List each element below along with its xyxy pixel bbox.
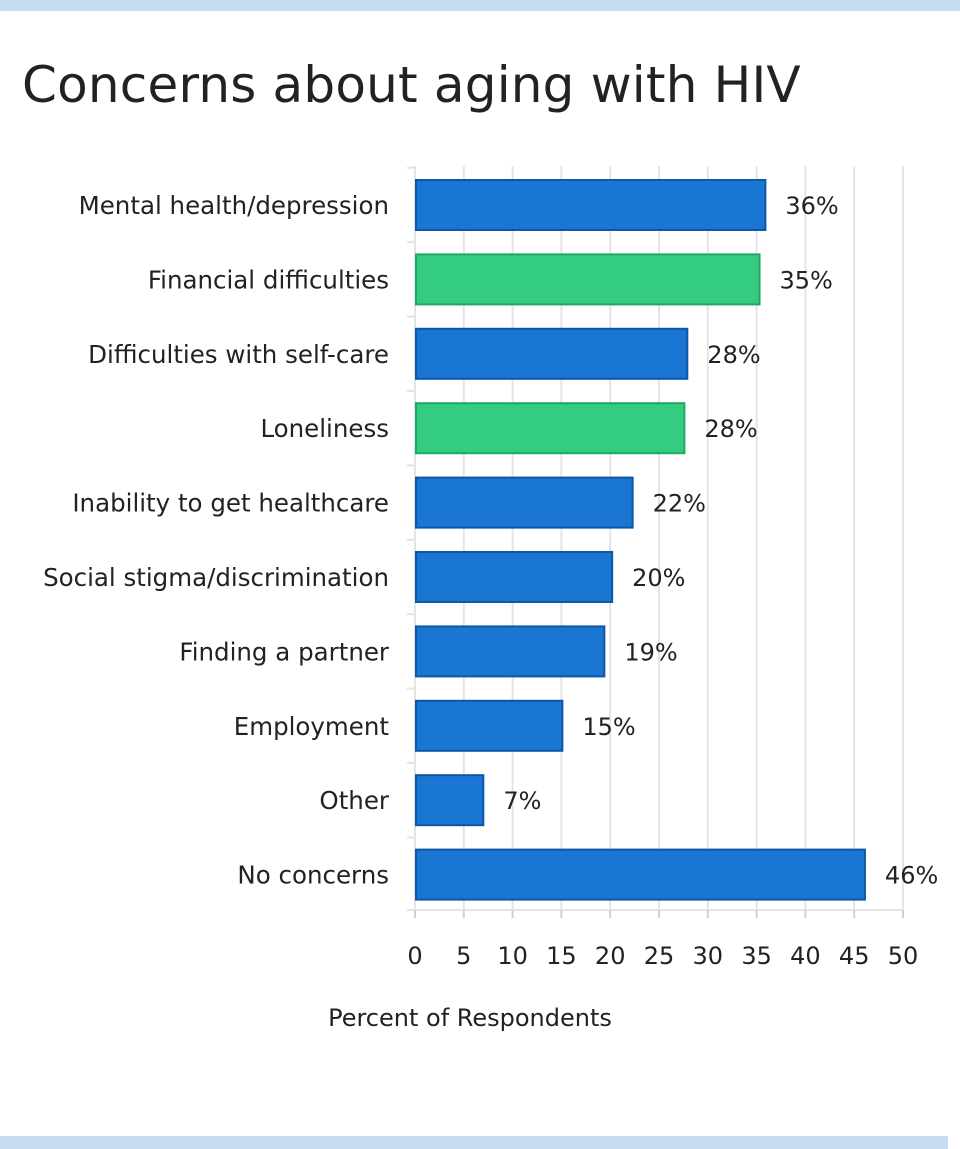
category-label: Social stigma/discrimination (43, 563, 389, 592)
data-label: 7% (503, 787, 541, 815)
category-label: Inability to get healthcare (72, 489, 389, 518)
bar (415, 179, 767, 231)
category-label: Finding a partner (179, 637, 390, 666)
x-axis-title: Percent of Respondents (328, 1004, 612, 1032)
category-label: Loneliness (260, 414, 389, 443)
top-frame-bar (0, 0, 960, 11)
bar (415, 253, 761, 306)
bar (415, 402, 686, 455)
bar (415, 774, 485, 827)
bottom-frame-bar (0, 1136, 948, 1149)
data-label: 22% (653, 490, 706, 518)
category-label: Mental health/depression (79, 191, 389, 220)
x-tick-label: 20 (595, 942, 626, 970)
x-tick-label: 45 (839, 942, 870, 970)
data-label: 35% (780, 266, 833, 294)
category-label: Financial difficulties (148, 265, 389, 294)
category-label: Other (319, 786, 389, 815)
category-label: Difficulties with self-care (88, 340, 389, 369)
x-tick-label: 0 (407, 942, 422, 970)
x-tick-label: 5 (456, 942, 471, 970)
category-label: No concerns (237, 861, 389, 890)
bar (415, 551, 614, 603)
bar (415, 476, 634, 529)
x-tick-label: 30 (693, 942, 724, 970)
x-tick-label: 10 (497, 942, 528, 970)
bar (415, 699, 564, 752)
bar (415, 625, 606, 678)
data-label: 28% (704, 415, 757, 443)
category-label: Employment (234, 712, 390, 741)
data-label: 15% (582, 713, 635, 741)
data-label: 20% (632, 564, 685, 592)
x-tick-label: 15 (546, 942, 577, 970)
data-label: 28% (707, 341, 760, 369)
bar (415, 327, 689, 380)
x-tick-label: 35 (741, 942, 772, 970)
bar (415, 848, 866, 901)
data-label: 36% (785, 192, 838, 220)
chart-title: Concerns about aging with HIV (22, 56, 801, 114)
data-label: 46% (885, 862, 938, 890)
data-label: 19% (624, 638, 677, 666)
x-tick-label: 50 (888, 942, 919, 970)
x-tick-label: 40 (790, 942, 821, 970)
x-tick-label: 25 (644, 942, 675, 970)
